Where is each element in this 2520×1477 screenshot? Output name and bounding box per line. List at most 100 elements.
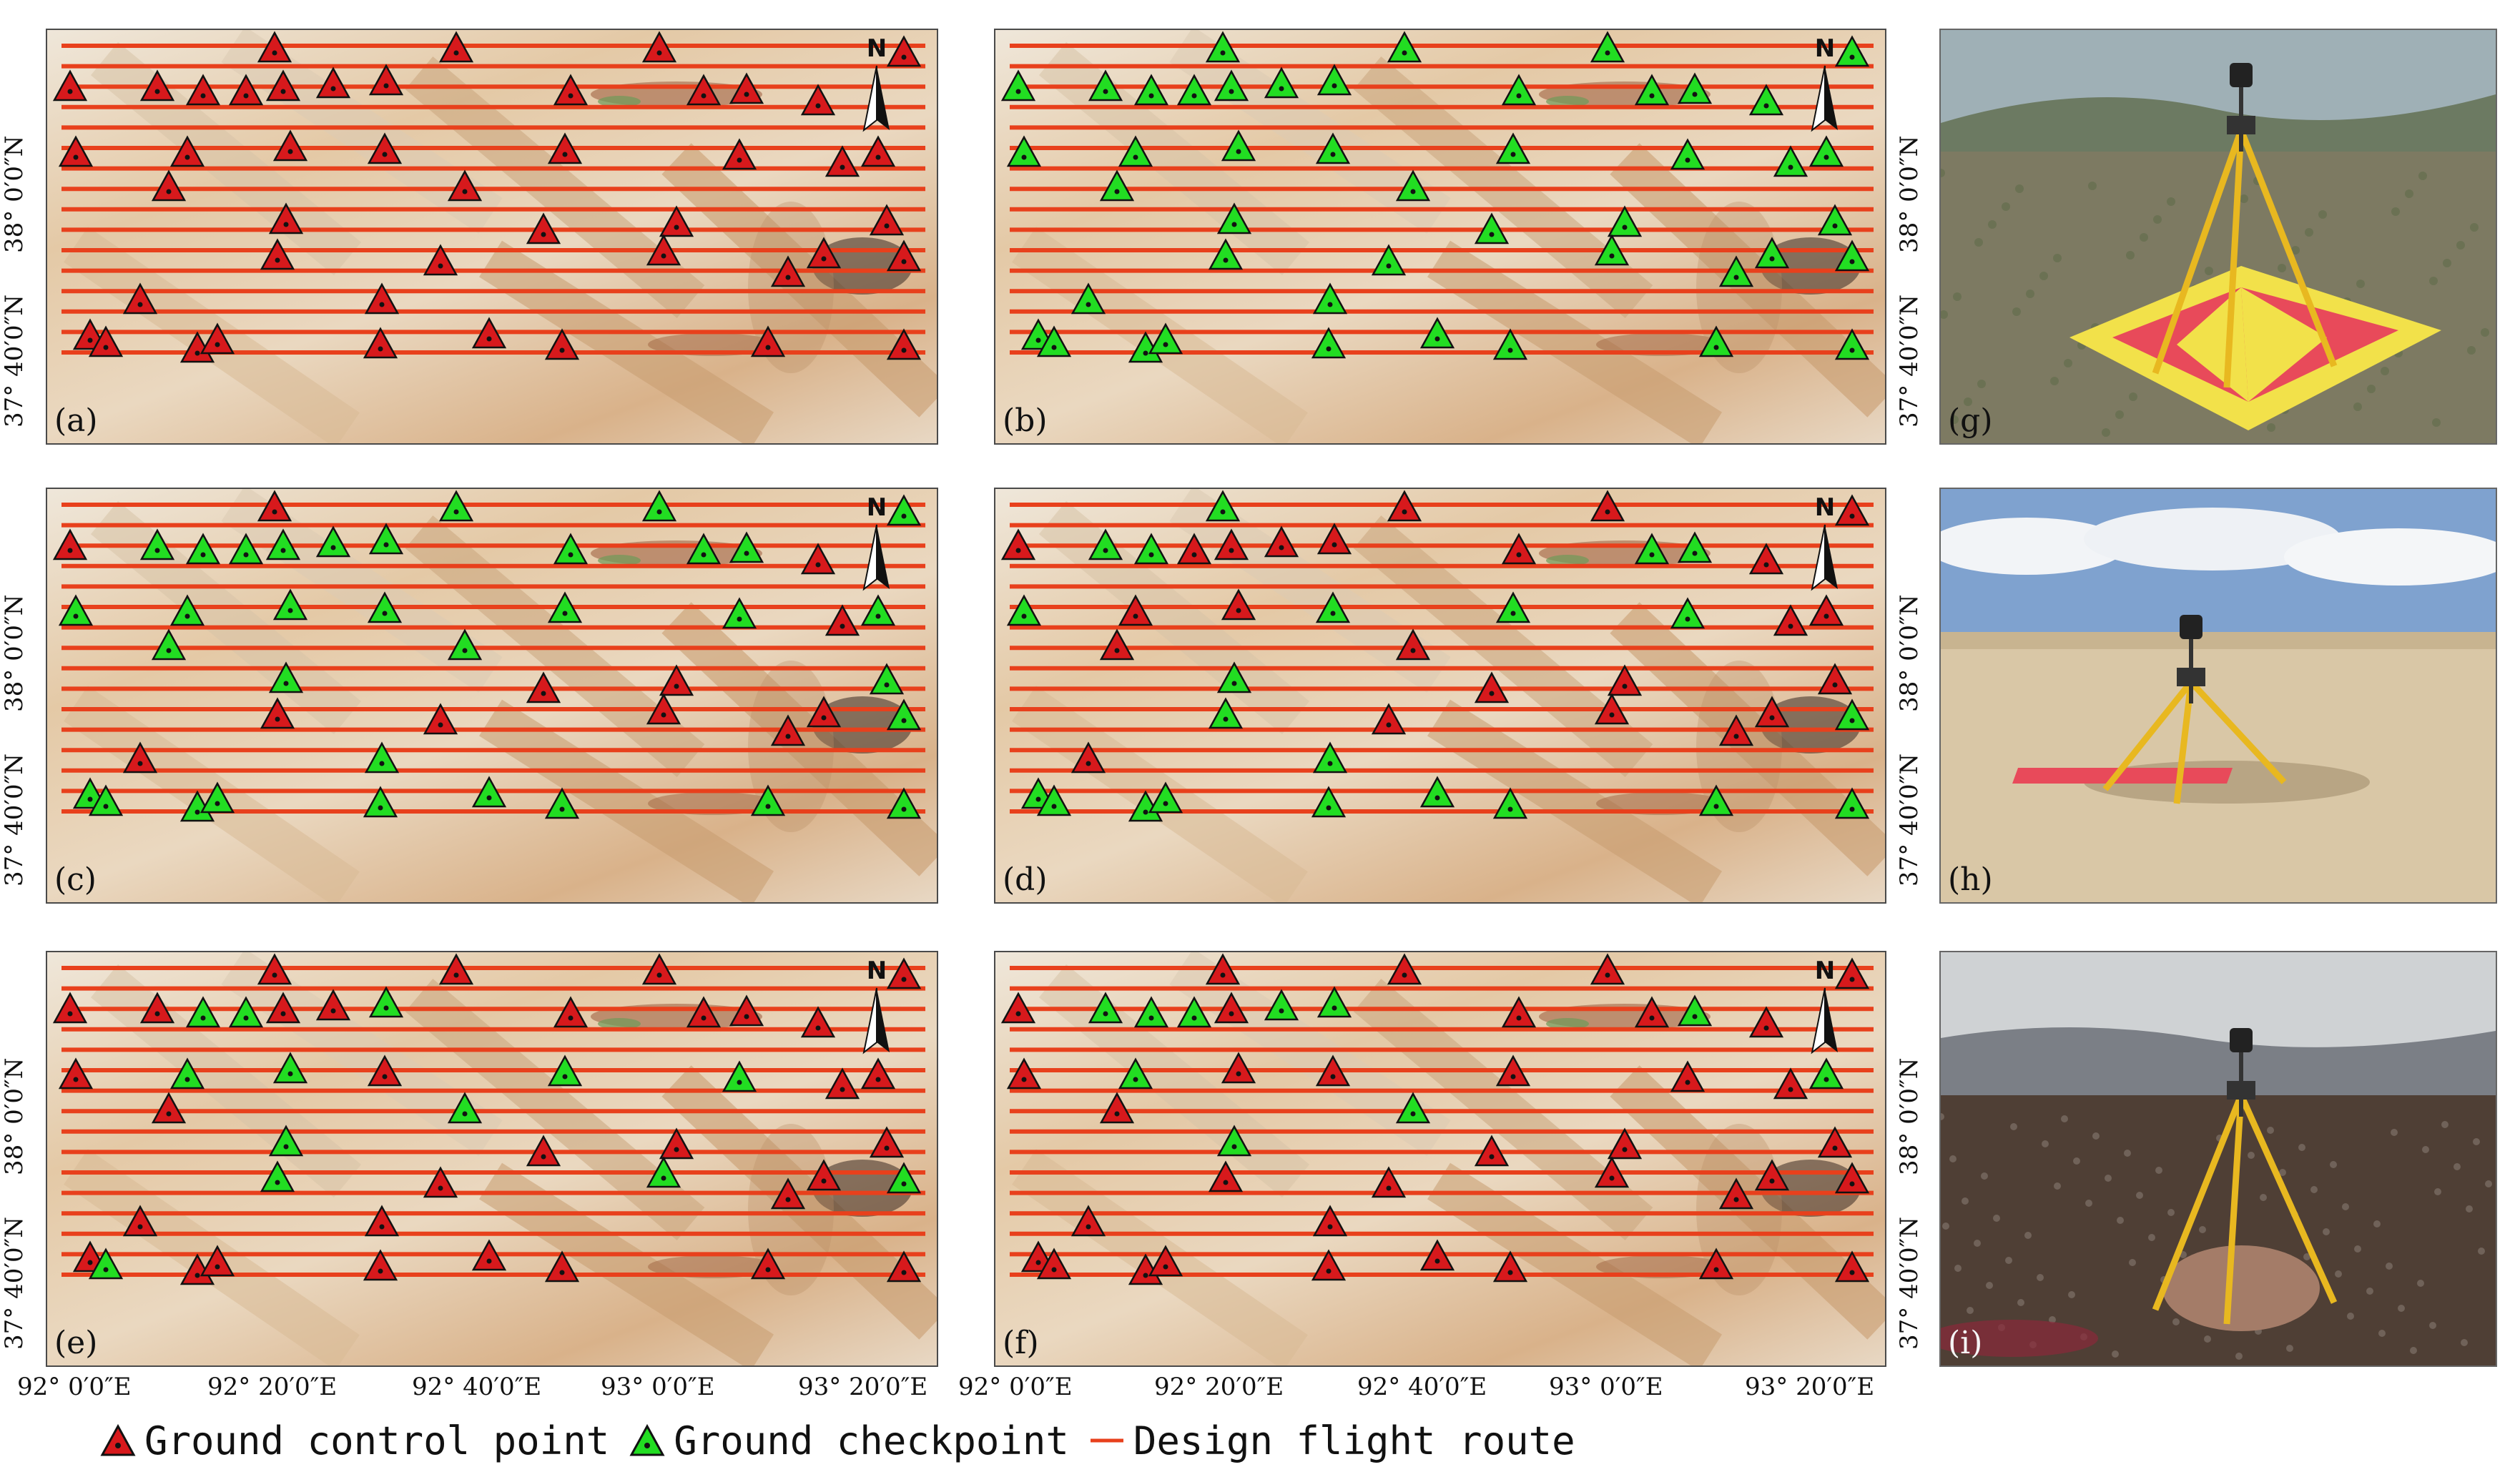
north-label: N: [866, 493, 887, 522]
ground-control-point: [526, 671, 561, 703]
ground-checkpoint: [1748, 84, 1784, 116]
ground-control-point: [1670, 1060, 1706, 1092]
ground-checkpoint: [1718, 255, 1754, 287]
ground-control-point: [659, 205, 694, 237]
ground-control-point: [825, 604, 860, 636]
ground-checkpoint: [1817, 204, 1853, 236]
ground-checkpoint: [1311, 327, 1347, 359]
ground-checkpoint: [750, 784, 786, 816]
ground-control-point: [88, 325, 124, 357]
north-arrow-shape: [1811, 524, 1838, 591]
ground-checkpoint: [1371, 244, 1407, 276]
ground-checkpoint: [265, 528, 301, 560]
ground-checkpoint: [1006, 135, 1042, 167]
ground-control-point: [886, 328, 922, 360]
ground-checkpoint: [886, 1162, 922, 1194]
ground-checkpoint: [200, 781, 235, 814]
ground-control-point: [1205, 953, 1241, 985]
ground-checkpoint: [1773, 145, 1808, 177]
x-label-e4: 93° 0′0″E: [601, 1373, 715, 1401]
ground-checkpoint: [1501, 74, 1537, 106]
ground-control-point: [1387, 490, 1422, 522]
map-canvas: [1000, 952, 1885, 1365]
ground-control-point: [1594, 693, 1630, 725]
ground-control-point: [686, 74, 722, 106]
x-label-f1: 92° 0′0″E: [958, 1373, 1073, 1401]
ground-checkpoint: [272, 1052, 308, 1084]
ground-checkpoint: [1834, 698, 1870, 731]
terrain-streak: [1038, 41, 1310, 276]
ground-checkpoint: [1395, 169, 1431, 202]
ground-control-point: [260, 697, 295, 729]
ground-checkpoint: [88, 1248, 124, 1280]
ground-checkpoint: [368, 523, 404, 555]
ground-checkpoint: [1133, 74, 1169, 106]
north-arrow-shape: [1811, 987, 1838, 1054]
ground-control-point: [423, 244, 458, 276]
ground-control-point: [526, 212, 561, 244]
map-canvas: [52, 952, 937, 1365]
panel-label: (e): [54, 1325, 98, 1361]
map-canvas: [52, 30, 937, 443]
ground-control-point: [1834, 1162, 1870, 1194]
ground-checkpoint: [1133, 533, 1169, 565]
y-label-right-b1: 37° 40′0″N: [1895, 294, 1924, 428]
ground-checkpoint: [1133, 996, 1169, 1028]
ground-checkpoint: [447, 628, 483, 661]
ground-checkpoint: [869, 663, 905, 695]
ground-control-point: [1607, 1127, 1643, 1160]
legend: Ground control point Ground checkpoint D…: [100, 1418, 1595, 1463]
north-arrow-icon: N: [1803, 957, 1846, 1059]
ground-control-point: [265, 69, 301, 102]
ground-control-point: [368, 64, 404, 96]
x-label-f5: 93° 20′0″E: [1745, 1373, 1875, 1401]
y-label-right-d1: 37° 40′0″N: [1895, 753, 1924, 886]
ground-checkpoint: [1208, 238, 1244, 270]
ground-checkpoint: [729, 531, 764, 563]
ground-control-point: [1099, 1092, 1135, 1124]
ground-checkpoint: [1000, 69, 1036, 102]
panel-label: (b): [1003, 402, 1048, 439]
ground-control-point: [1834, 494, 1870, 526]
ground-control-point: [544, 328, 580, 360]
ground-control-point: [886, 239, 922, 272]
ground-control-point: [1492, 1250, 1528, 1283]
terrain-streak: [1610, 143, 1885, 418]
terrain-streak: [661, 602, 937, 876]
terrain-streak: [1427, 699, 1723, 902]
ground-control-point: [1495, 1054, 1531, 1087]
ground-control-point: [257, 490, 292, 522]
ground-control-point: [547, 132, 583, 164]
ground-control-point: [553, 996, 589, 1028]
ground-checkpoint: [1834, 787, 1870, 819]
ground-checkpoint: [1036, 325, 1072, 357]
ground-checkpoint: [1315, 132, 1351, 164]
ground-control-point: [52, 69, 88, 102]
ground-control-point: [806, 237, 842, 269]
ground-control-point: [886, 35, 922, 67]
ground-control-point: [1000, 992, 1036, 1024]
ground-control-point: [1176, 533, 1212, 565]
ground-checkpoint: [368, 986, 404, 1018]
panel-label: (g): [1948, 402, 1993, 439]
y-label-right-f2: 38° 0′0″N: [1895, 1057, 1924, 1175]
ground-control-point: [1214, 528, 1249, 560]
ground-checkpoint: [1088, 528, 1123, 560]
ground-checkpoint: [1474, 212, 1510, 244]
ground-control-point: [1312, 1205, 1348, 1237]
ground-control-point: [1718, 1177, 1754, 1210]
north-arrow-icon: N: [1803, 34, 1846, 137]
photo-image: [1941, 30, 2496, 443]
ground-control-point: [800, 84, 836, 116]
ground-control-point: [257, 953, 292, 985]
ground-control-point: [886, 1250, 922, 1283]
ground-control-point: [1070, 1205, 1106, 1237]
ground-checkpoint: [1492, 787, 1528, 819]
photo-image: [1941, 489, 2496, 902]
ground-control-point: [1590, 953, 1625, 985]
ground-checkpoint: [1607, 205, 1643, 237]
ground-checkpoint: [447, 1092, 483, 1124]
terrain-feature: [598, 1018, 641, 1029]
ground-control-point: [886, 957, 922, 989]
ground-control-point: [315, 989, 351, 1021]
